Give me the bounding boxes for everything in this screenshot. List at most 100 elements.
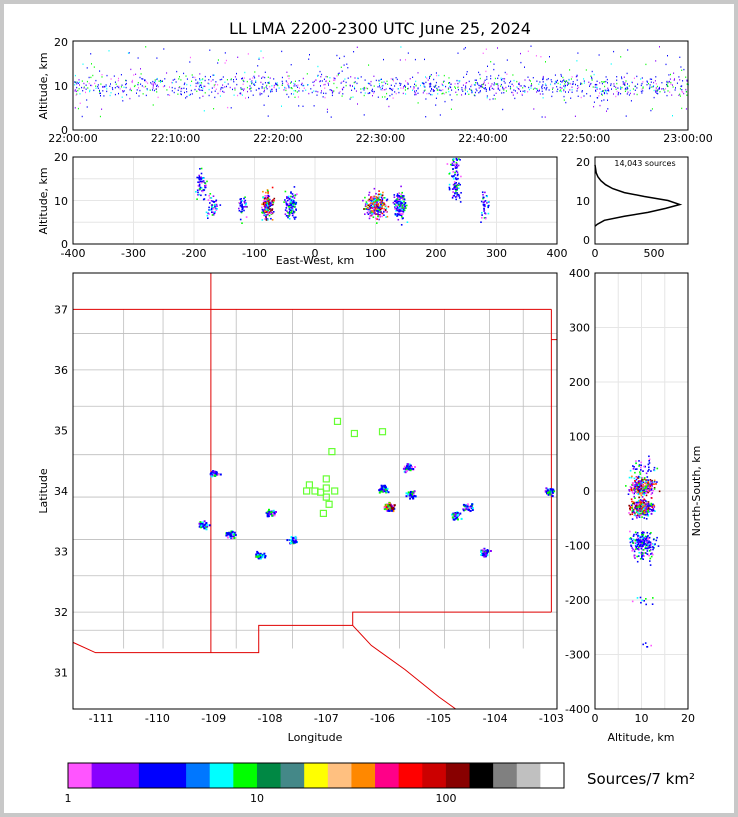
time-source-point [298,90,300,92]
time-source-point [225,59,227,62]
ew-source-point [212,200,214,203]
ns-source-point [644,543,646,545]
map-source-point [480,554,483,556]
ns-source-point [645,500,647,502]
map-source-point [266,512,269,515]
ew-source-point [385,211,388,213]
map-source-point [463,509,465,512]
time-source-point [352,96,354,98]
ns-ytick: 0 [583,485,590,498]
time-source-point [482,83,484,86]
time-source-point [252,94,254,96]
ns-source-point [636,483,638,485]
time-source-point [478,84,480,87]
time-source-point [294,80,296,82]
time-source-point [484,87,486,89]
ew-source-point [376,212,379,215]
time-source-point [613,93,614,95]
ns-source-point [655,539,658,542]
time-xtick-1: 22:10:00 [151,132,200,145]
time-source-point [580,96,582,99]
time-source-point [429,86,431,88]
time-source-point [363,114,365,116]
map-xtick: -103 [539,712,564,725]
time-source-point [524,66,525,68]
ns-source-point [647,510,649,513]
time-source-point [125,79,127,82]
ns-source-point [649,546,652,549]
time-source-point [290,93,292,95]
ns-source-point [632,548,634,551]
time-source-point [566,80,568,82]
ew-source-point [267,195,270,197]
ns-source-point [641,477,644,479]
ew-source-point [401,216,403,218]
map-source-point [388,502,391,505]
time-source-point [493,82,495,84]
time-source-point [336,75,338,77]
colorbar-cell [280,763,305,788]
time-source-point [246,86,248,89]
time-source-point [111,87,113,89]
map-source-point [412,497,415,500]
ns-source-point [647,486,650,489]
time-source-point [105,85,107,88]
time-source-point [473,83,475,86]
altitude-histogram-line [594,164,683,227]
ew-source-point [198,193,201,196]
ew-source-point [290,203,292,206]
map-source-point [471,503,474,506]
ew-source-point [293,206,296,208]
time-source-point [303,84,305,87]
time-source-point [273,78,275,80]
time-source-point [339,57,341,59]
ns-source-point [635,491,637,493]
time-source-point [310,88,312,90]
ew-source-point [376,218,378,220]
time-source-point [606,92,608,95]
time-source-point [589,85,590,87]
ew-source-point [380,203,382,206]
time-source-point [399,82,401,84]
ns-source-point [635,501,638,504]
ew-source-point [376,204,378,207]
ns-source-point [637,486,640,488]
time-source-point [162,85,164,88]
time-source-point [288,77,290,80]
ew-source-point [380,207,383,210]
map-source-point [383,487,386,490]
time-source-point [567,81,569,84]
time-source-point [559,86,561,89]
time-source-point [593,73,595,76]
time-source-point [109,85,111,87]
time-source-point [226,79,228,81]
ew-source-point [484,205,486,208]
map-source-point [466,508,469,511]
ns-source-point [641,544,643,546]
ns-source-point [653,506,656,508]
time-source-point [325,80,327,82]
time-source-point [481,85,482,88]
ns-source-point [641,480,643,482]
ew-source-point [379,206,381,208]
time-source-point [254,84,256,86]
time-source-point [370,80,372,83]
map-source-point [412,496,415,498]
ew-source-point [261,206,263,209]
ns-source-point [632,542,634,544]
ns-source-point [629,508,632,511]
altitude-histogram-panel: 14,043 sources 0 10 20 0 500 [576,156,689,260]
ew-source-point [268,211,270,214]
ew-source-point [241,204,243,207]
time-source-point [188,94,190,96]
time-source-point [520,85,522,87]
map-source-point [387,509,390,512]
time-source-point [656,89,658,91]
time-source-point [473,94,475,96]
time-source-point [448,82,449,84]
ns-source-point [651,479,653,482]
ns-source-point [636,468,638,470]
ew-source-point [378,209,380,211]
map-source-point [469,509,472,512]
ew-source-point [270,211,273,214]
